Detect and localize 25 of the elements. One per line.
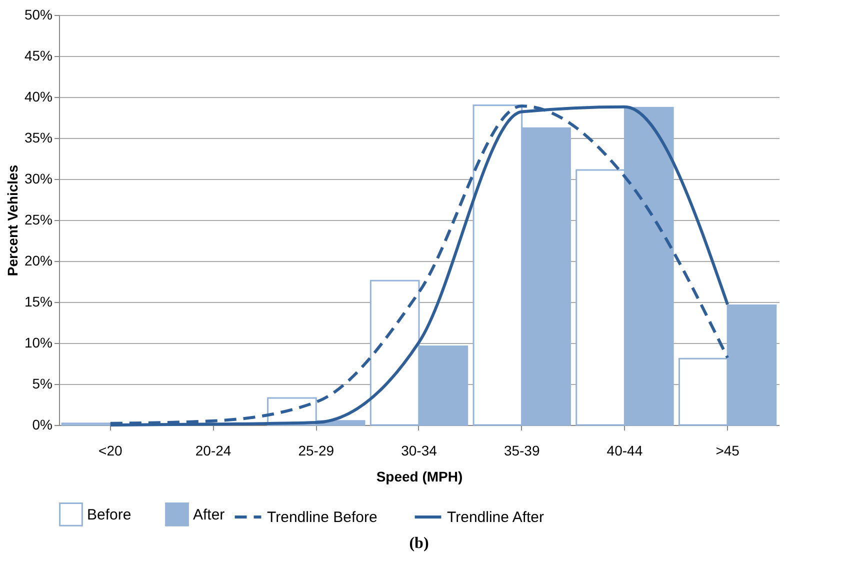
legend-label: Trendline After xyxy=(447,509,544,526)
y-tick-label: 10% xyxy=(24,334,52,350)
legend-label: Before xyxy=(87,506,132,524)
legend-label: After xyxy=(193,506,225,524)
y-axis-title: Percent Vehicles xyxy=(4,164,20,276)
x-tick-label: >45 xyxy=(716,442,740,458)
y-tick-label: 20% xyxy=(24,252,52,268)
y-tick-label: 30% xyxy=(24,170,52,186)
y-tick-label: 40% xyxy=(24,88,52,104)
legend-label: Trendline Before xyxy=(267,509,378,526)
y-tick-label: 5% xyxy=(32,376,52,392)
y-tick-label: 50% xyxy=(24,6,52,22)
y-tick-label: 25% xyxy=(24,212,52,228)
x-tick-label: 25-29 xyxy=(298,442,334,458)
x-tick-label: 40-44 xyxy=(606,442,643,458)
x-tick-label: 30-34 xyxy=(401,442,438,458)
text: (b) xyxy=(409,535,429,552)
y-tick-label: 45% xyxy=(24,48,52,64)
x-axis-title: Speed (MPH) xyxy=(376,468,463,484)
y-tick-label: 35% xyxy=(24,130,52,146)
y-tick-label: 15% xyxy=(24,294,52,310)
x-tick-label: 35-39 xyxy=(504,442,540,458)
y-tick-label: 0% xyxy=(32,416,52,432)
x-tick-label: <20 xyxy=(98,442,123,458)
x-tick-label: 20-24 xyxy=(195,442,232,458)
